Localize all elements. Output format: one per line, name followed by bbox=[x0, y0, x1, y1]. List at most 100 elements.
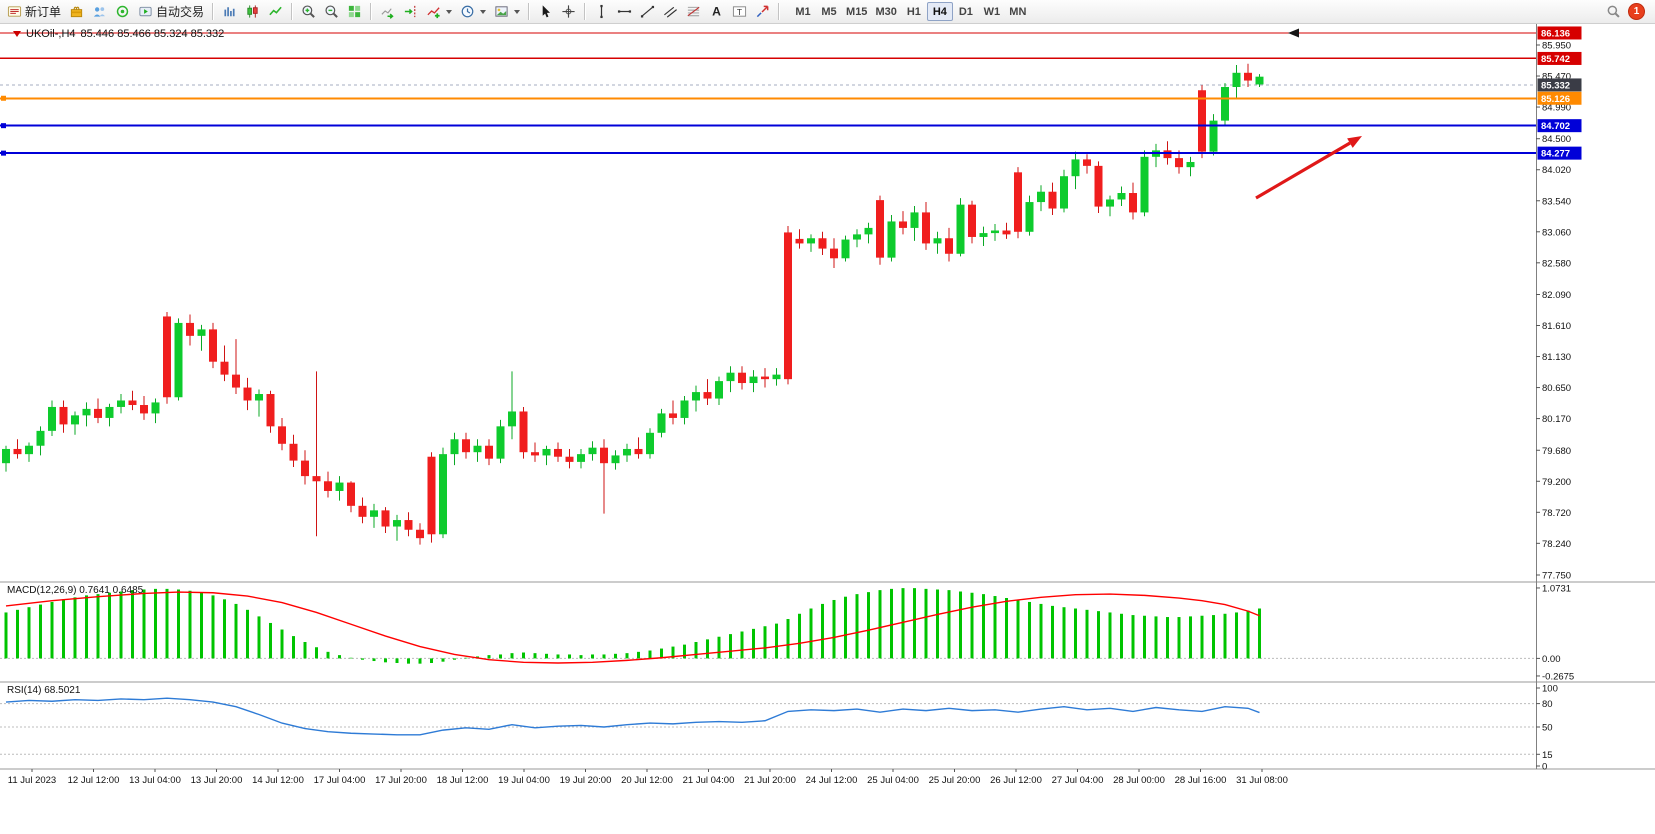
chevron-down-icon bbox=[514, 9, 521, 14]
zoom-in-button[interactable] bbox=[297, 1, 320, 22]
line-chart-icon bbox=[268, 4, 283, 19]
svg-text:20 Jul 12:00: 20 Jul 12:00 bbox=[621, 775, 673, 786]
svg-text:18 Jul 12:00: 18 Jul 12:00 bbox=[437, 775, 489, 786]
autotrade-icon bbox=[138, 4, 153, 19]
svg-text:80.170: 80.170 bbox=[1542, 414, 1571, 425]
svg-text:14 Jul 12:00: 14 Jul 12:00 bbox=[252, 775, 304, 786]
symbol-timeframe-label: UKOil-,H4 bbox=[26, 28, 76, 40]
autotrading-label: 自动交易 bbox=[156, 5, 205, 19]
svg-text:85.950: 85.950 bbox=[1542, 41, 1571, 52]
tile-windows-button[interactable] bbox=[343, 1, 366, 22]
bar-chart-icon bbox=[222, 4, 237, 19]
svg-text:82.090: 82.090 bbox=[1542, 290, 1571, 301]
rsi-pane bbox=[0, 697, 1536, 755]
svg-text:79.200: 79.200 bbox=[1542, 477, 1571, 488]
trendline-button[interactable] bbox=[636, 1, 659, 22]
price-badge bbox=[1537, 51, 1582, 65]
chart-title: UKOil-,H4 85.446 85.466 85.324 85.332 bbox=[13, 28, 224, 40]
svg-text:84.990: 84.990 bbox=[1542, 103, 1571, 114]
svg-text:83.540: 83.540 bbox=[1542, 196, 1571, 207]
svg-text:0: 0 bbox=[1542, 762, 1547, 773]
timeframe-button-m5[interactable]: M5 bbox=[816, 2, 842, 21]
vertical-line-button[interactable] bbox=[590, 1, 613, 22]
fibonacci-icon bbox=[686, 4, 701, 19]
toolbar-separator bbox=[370, 3, 373, 20]
toolbar-separator bbox=[584, 3, 587, 20]
chart-area: 85.950 85.470 84.990 84.500 84.020 83.540 83.0… bbox=[0, 24, 1655, 834]
chart-shift-icon bbox=[403, 4, 418, 19]
tile-windows-icon bbox=[347, 4, 362, 19]
timeframe-button-h1[interactable]: H1 bbox=[901, 2, 927, 21]
zoom-out-icon bbox=[324, 4, 339, 19]
chart-shift-button[interactable] bbox=[399, 1, 422, 22]
auto-scroll-icon bbox=[380, 4, 395, 19]
autotrading-button[interactable]: 自动交易 bbox=[134, 1, 208, 22]
timeframe-button-h4[interactable]: H4 bbox=[926, 2, 953, 21]
svg-text:28 Jul 00:00: 28 Jul 00:00 bbox=[1113, 775, 1165, 786]
toolbar: 新订单 自动交易 A T M1 M5 M15 M30 H1 H4 D1 W1 MN 1 bbox=[0, 0, 1655, 24]
chart-marker-arrow[interactable] bbox=[1288, 28, 1299, 38]
price-badge bbox=[1537, 78, 1582, 92]
timeframe-button-d1[interactable]: D1 bbox=[953, 2, 979, 21]
svg-text:13 Jul 20:00: 13 Jul 20:00 bbox=[191, 775, 243, 786]
svg-text:78.720: 78.720 bbox=[1542, 508, 1571, 519]
line-handle[interactable] bbox=[1, 123, 6, 129]
new-order-button[interactable]: 新订单 bbox=[3, 1, 65, 22]
svg-text:81.610: 81.610 bbox=[1542, 321, 1571, 332]
bar-chart-button[interactable] bbox=[218, 1, 241, 22]
svg-text:0.00: 0.00 bbox=[1542, 654, 1561, 665]
notification-badge[interactable]: 1 bbox=[1628, 3, 1645, 20]
svg-text:21 Jul 04:00: 21 Jul 04:00 bbox=[683, 775, 735, 786]
crosshair-icon bbox=[561, 4, 576, 19]
svg-text:84.020: 84.020 bbox=[1542, 165, 1571, 176]
timeframe-button-m30[interactable]: M30 bbox=[871, 2, 900, 21]
svg-text:19 Jul 20:00: 19 Jul 20:00 bbox=[560, 775, 612, 786]
cursor-button[interactable] bbox=[534, 1, 557, 22]
svg-text:26 Jul 12:00: 26 Jul 12:00 bbox=[990, 775, 1042, 786]
clock-icon bbox=[460, 4, 475, 19]
chevron-down-icon bbox=[446, 9, 453, 14]
fibonacci-button[interactable] bbox=[682, 1, 705, 22]
price-badge bbox=[1537, 91, 1582, 105]
time-axis[interactable]: 11 Jul 2023 12 Jul 12:00 13 Jul 04:00 13 Ju… bbox=[8, 769, 1288, 786]
price-axis[interactable]: 85.950 85.470 84.990 84.500 84.020 83.540 83.0… bbox=[1536, 41, 1574, 773]
indicators-button[interactable] bbox=[422, 1, 456, 22]
svg-text:84.500: 84.500 bbox=[1542, 134, 1571, 145]
signals-button[interactable] bbox=[111, 1, 134, 22]
search-button[interactable] bbox=[1602, 1, 1625, 22]
horizontal-line-button[interactable] bbox=[613, 1, 636, 22]
auto-scroll-button[interactable] bbox=[376, 1, 399, 22]
macd-indicator-label: MACD(12,26,9) 0.7641 0.6485 bbox=[7, 585, 144, 596]
candlestick-chart-button[interactable] bbox=[241, 1, 264, 22]
price-badge bbox=[1537, 26, 1582, 40]
timeframe-button-mn[interactable]: MN bbox=[1005, 2, 1031, 21]
cursor-icon bbox=[538, 4, 553, 19]
templates-button[interactable] bbox=[490, 1, 524, 22]
svg-text:12 Jul 12:00: 12 Jul 12:00 bbox=[68, 775, 120, 786]
crosshair-button[interactable] bbox=[557, 1, 580, 22]
text-icon: A bbox=[709, 4, 724, 19]
line-handle[interactable] bbox=[1, 150, 6, 156]
text-label-button[interactable]: T bbox=[728, 1, 751, 22]
ohlc-values-label: 85.446 85.466 85.324 85.332 bbox=[80, 28, 225, 40]
market-button[interactable] bbox=[65, 1, 88, 22]
toolbar-separator bbox=[291, 3, 294, 20]
zoom-out-button[interactable] bbox=[320, 1, 343, 22]
candlestick-chart-icon bbox=[245, 4, 260, 19]
vertical-line-icon bbox=[594, 4, 609, 19]
line-handle[interactable] bbox=[1, 95, 6, 101]
timeframe-button-w1[interactable]: W1 bbox=[979, 2, 1005, 21]
svg-text:1.0731: 1.0731 bbox=[1542, 583, 1571, 594]
text-button[interactable]: A bbox=[705, 1, 728, 22]
toolbar-separator bbox=[778, 3, 781, 20]
price-chart[interactable]: 85.950 85.470 84.990 84.500 84.020 83.540 83.0… bbox=[0, 24, 1655, 834]
timeframe-button-m1[interactable]: M1 bbox=[790, 2, 816, 21]
line-chart-button[interactable] bbox=[264, 1, 287, 22]
annotation-arrow[interactable] bbox=[1255, 136, 1362, 200]
arrows-button[interactable] bbox=[751, 1, 774, 22]
periods-button[interactable] bbox=[456, 1, 490, 22]
channel-button[interactable] bbox=[659, 1, 682, 22]
community-button[interactable] bbox=[88, 1, 111, 22]
timeframe-button-m15[interactable]: M15 bbox=[842, 2, 871, 21]
svg-text:28 Jul 16:00: 28 Jul 16:00 bbox=[1175, 775, 1227, 786]
